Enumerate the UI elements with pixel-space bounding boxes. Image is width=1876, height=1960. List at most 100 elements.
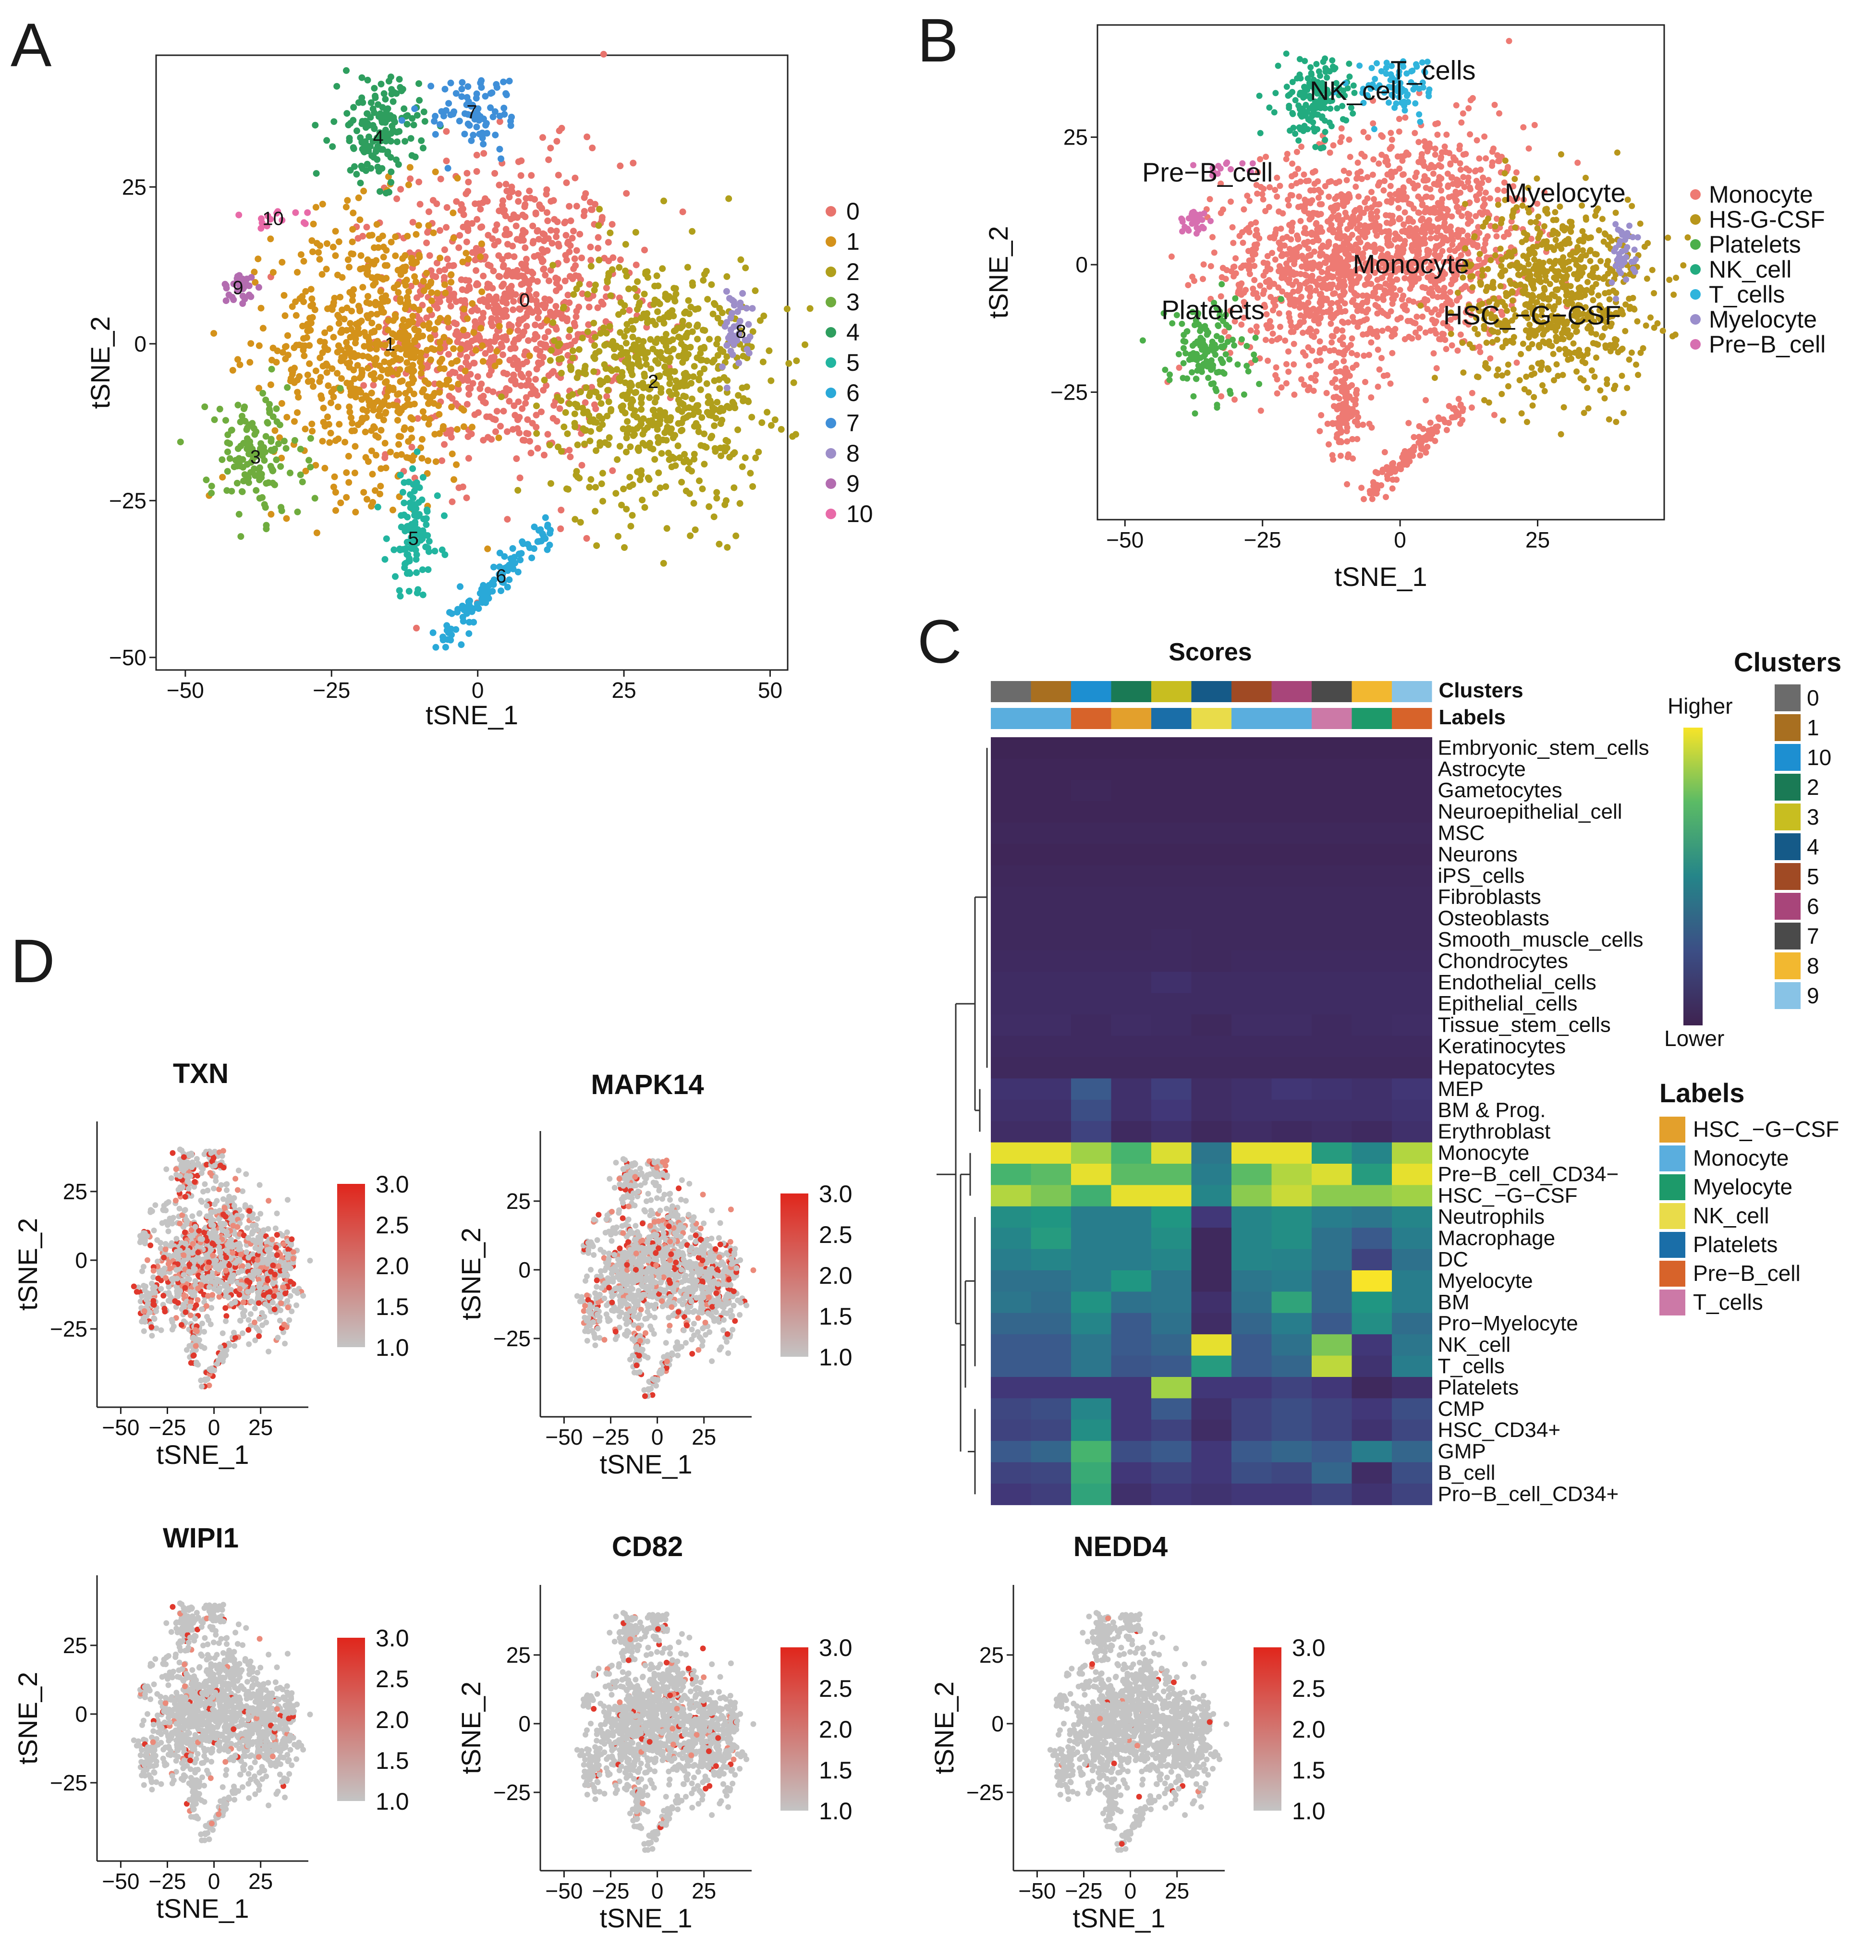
panel-a-point xyxy=(350,117,357,124)
panel-a-point xyxy=(395,161,402,168)
panel-a-point xyxy=(247,340,255,347)
panel-b-point xyxy=(1413,170,1420,176)
panel-a-point xyxy=(289,303,296,310)
panel-a-point xyxy=(569,354,576,362)
panel-a-point xyxy=(562,231,570,239)
panel-a-point xyxy=(390,351,397,358)
panel-a-point xyxy=(515,190,522,197)
panel-a-point xyxy=(403,359,411,366)
panel-a-point xyxy=(509,188,516,195)
panel-a-point xyxy=(269,413,277,420)
panel-a-point xyxy=(420,145,426,152)
panel-a-point xyxy=(498,393,505,401)
panel-b-point xyxy=(1337,337,1343,343)
panel-a-point xyxy=(409,219,416,226)
panel-a-point xyxy=(506,77,513,85)
panel-a-x-axis-title: tSNE_1 xyxy=(426,700,518,730)
panel-a-point xyxy=(623,449,630,456)
panel-b-point xyxy=(1360,129,1367,135)
panel-a-point xyxy=(448,279,455,286)
panel-a-point xyxy=(343,379,351,387)
panel-a-point xyxy=(397,472,404,479)
panel-b-point xyxy=(1654,320,1661,327)
panel-b-point xyxy=(1352,207,1359,213)
panel-b-point xyxy=(1633,361,1639,368)
panel-a-point xyxy=(727,314,734,321)
panel-b-point xyxy=(1302,202,1308,208)
panel-a-point xyxy=(591,342,598,349)
panel-a-point xyxy=(711,377,718,384)
panel-b-point xyxy=(1474,137,1480,144)
panel-a-point xyxy=(625,285,632,292)
panel-a-point xyxy=(590,368,597,375)
panel-b-point xyxy=(1283,251,1290,257)
panel-a-point xyxy=(587,476,595,483)
panel-a-point xyxy=(304,371,311,378)
panel-a-point xyxy=(234,356,241,363)
panel-a-point xyxy=(525,337,532,344)
panel-b-point xyxy=(1338,297,1344,304)
panel-b-point xyxy=(1207,263,1214,269)
panel-a-point xyxy=(431,118,438,125)
panel-b-point xyxy=(1420,158,1426,165)
panel-a-point xyxy=(669,307,676,314)
panel-b-point xyxy=(1486,195,1493,202)
panel-a-point xyxy=(506,576,513,584)
panel-b-point xyxy=(1274,390,1280,397)
panel-b-point xyxy=(1313,287,1319,294)
panel-b-point xyxy=(1333,328,1340,334)
panel-a-point xyxy=(573,468,580,475)
panel-a-point xyxy=(463,494,470,501)
panel-a-point xyxy=(390,89,398,96)
panel-b-point xyxy=(1200,261,1207,268)
panel-b-point xyxy=(1337,256,1343,262)
panel-b-point xyxy=(1401,306,1408,313)
panel-b-point xyxy=(1493,372,1500,379)
panel-b-point xyxy=(1374,214,1380,220)
panel-a-point xyxy=(534,301,541,308)
panel-b-point xyxy=(1481,259,1487,266)
panel-a-y-tick-label: 25 xyxy=(122,174,146,199)
panel-a-point xyxy=(526,187,533,195)
panel-a-point xyxy=(539,134,546,141)
panel-a-point xyxy=(525,377,532,384)
panel-a-point xyxy=(635,447,642,454)
panel-a-point xyxy=(687,532,694,539)
panel-b-point xyxy=(1374,310,1381,317)
panel-a-point xyxy=(792,431,799,438)
panel-a-point xyxy=(401,499,408,507)
panel-b-point xyxy=(1449,213,1455,220)
panel-a-point xyxy=(374,273,381,280)
panel-a-point xyxy=(216,405,223,413)
panel-b-point xyxy=(1370,120,1377,127)
panel-b-point xyxy=(1272,187,1279,193)
panel-a-point xyxy=(323,137,330,144)
panel-a-point xyxy=(284,384,291,391)
panel-a-point xyxy=(359,406,366,413)
panel-a-y-tick-label: −50 xyxy=(109,645,146,670)
panel-b-point xyxy=(1254,231,1261,238)
panel-a-point xyxy=(326,325,333,332)
panel-a-point xyxy=(263,522,270,529)
panel-a-point xyxy=(468,137,475,144)
panel-a-point xyxy=(363,223,370,231)
panel-b-point xyxy=(1492,223,1498,230)
panel-a-point xyxy=(690,411,697,418)
panel-b-point xyxy=(1463,165,1470,172)
panel-a-point xyxy=(359,284,366,291)
panel-b-point xyxy=(1464,232,1471,239)
panel-a-point xyxy=(563,315,571,322)
panel-b-point xyxy=(1235,288,1242,295)
panel-a-point xyxy=(458,201,465,208)
panel-a-point xyxy=(510,371,517,378)
panel-a-point xyxy=(599,498,606,505)
panel-a-point xyxy=(703,380,710,387)
panel-b-point xyxy=(1285,368,1292,375)
panel-a-point xyxy=(447,303,454,310)
panel-a-point xyxy=(684,264,691,271)
panel-b-point xyxy=(1417,302,1424,309)
panel-a-point xyxy=(554,393,561,401)
panel-a-point xyxy=(271,481,278,488)
panel-b-point xyxy=(1348,350,1355,356)
panel-a-point xyxy=(580,369,587,377)
